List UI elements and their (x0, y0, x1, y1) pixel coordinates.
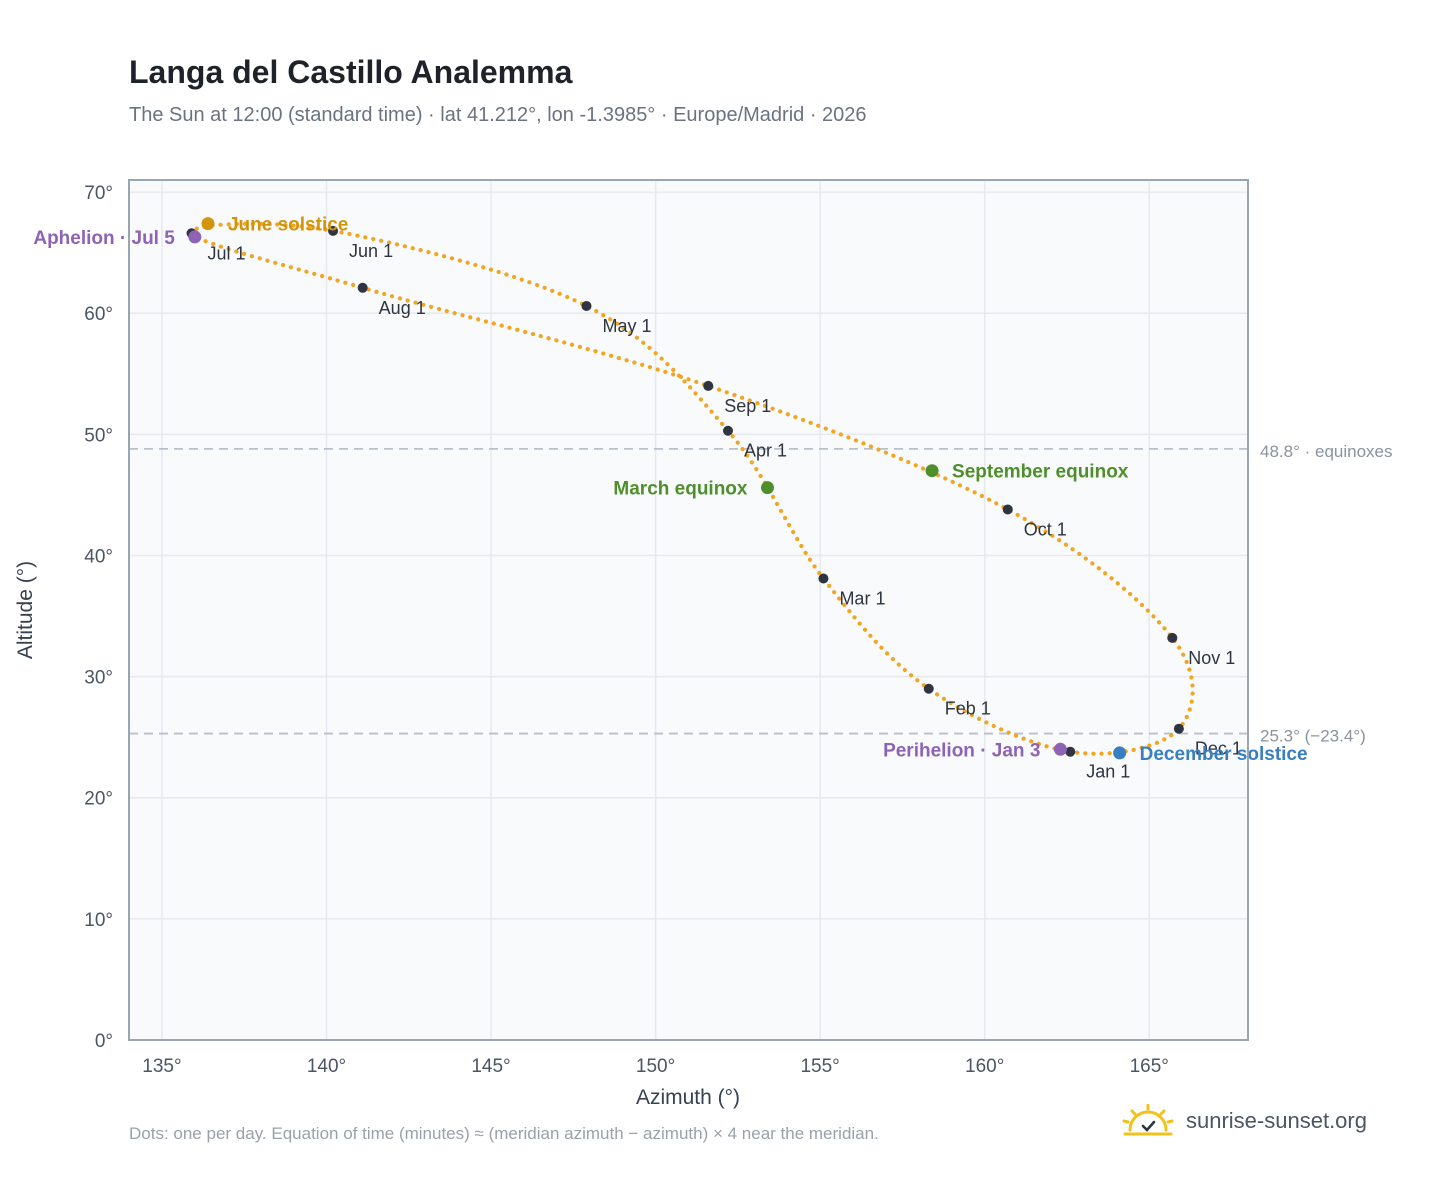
y-tick-label: 30° (84, 668, 113, 689)
chart-subtitle: The Sun at 12:00 (standard time) · lat 4… (129, 104, 867, 126)
event-label: September equinox (952, 462, 1129, 483)
x-tick-label: 140° (307, 1056, 346, 1077)
x-tick-label: 160° (965, 1056, 1004, 1077)
event-markers: June solstice December solstice March equi… (33, 215, 1307, 765)
month-dot (328, 225, 339, 236)
event-dot (1053, 742, 1067, 756)
chart-title: Langa del Castillo Analemma (129, 54, 573, 90)
month-dot (722, 425, 733, 436)
analemma-path (189, 221, 1195, 756)
month-dot (357, 282, 368, 293)
sun-check-icon (1122, 1104, 1174, 1136)
event-label: June solstice (228, 215, 348, 236)
footnote: Dots: one per day. Equation of time (min… (129, 1124, 879, 1143)
event-label: December solstice (1140, 744, 1308, 765)
month-label: Dec 1 (1195, 739, 1242, 759)
event-label: Perihelion · Jan 3 (883, 740, 1040, 761)
y-tick-label: 10° (84, 910, 113, 931)
y-tick-label: 20° (84, 789, 113, 810)
month-label: Jul 1 (208, 243, 246, 263)
month-label: Apr 1 (744, 441, 787, 461)
y-tick-label: 40° (84, 546, 113, 567)
x-axis-label: Azimuth (°) (636, 1086, 740, 1109)
event-dot (760, 481, 774, 495)
month-label: Sep 1 (724, 396, 771, 416)
event-dot (188, 230, 202, 244)
y-tick-label: 70° (84, 183, 113, 204)
y-tick-label: 0° (95, 1031, 113, 1052)
axis-ticks: 135° 140° 145° 150° 155° 160° 165° 0° 10° 20° 30° 4… (84, 183, 1169, 1077)
event-label: Aphelion · Jul 5 (33, 228, 175, 249)
month-label: May 1 (602, 316, 651, 336)
month-dot (1065, 746, 1076, 757)
reference-line-label: 25.3° (−23.4°) (1260, 727, 1366, 746)
month-dot (1002, 504, 1013, 515)
x-tick-label: 150° (636, 1056, 675, 1077)
reference-line-label: 48.8° · equinoxes (1260, 442, 1393, 461)
month-label: Mar 1 (839, 589, 885, 609)
month-label: Feb 1 (945, 699, 991, 719)
analemma-curve (189, 221, 1195, 756)
brand-text[interactable]: sunrise-sunset.org (1186, 1108, 1367, 1133)
y-tick-label: 60° (84, 304, 113, 325)
event-label: March equinox (613, 479, 748, 500)
x-tick-label: 135° (142, 1056, 181, 1077)
month-dot (1167, 632, 1178, 643)
month-label: Aug 1 (379, 298, 426, 318)
month-label: Oct 1 (1024, 519, 1067, 539)
y-tick-label: 50° (84, 425, 113, 446)
event-dot (201, 217, 215, 231)
month-dot (581, 300, 592, 311)
month-label: Jan 1 (1086, 762, 1130, 782)
month-dot (818, 573, 829, 584)
brand[interactable]: sunrise-sunset.org (1122, 1104, 1367, 1138)
month-dot (703, 380, 714, 391)
month-markers: Jan 1 Feb 1 Mar 1 Apr 1 May 1 Jun 1 Jul 1 Aug 1… (186, 225, 1242, 782)
plot-area (129, 180, 1248, 1040)
reference-lines: 48.8° · equinoxes 25.3° (−23.4°) (129, 442, 1393, 746)
plot-frame (128, 179, 1249, 1041)
event-dot (925, 464, 939, 478)
month-label: Nov 1 (1188, 648, 1235, 668)
event-dot (1113, 746, 1127, 760)
x-tick-label: 145° (471, 1056, 510, 1077)
month-dot (1173, 723, 1184, 734)
x-tick-label: 165° (1130, 1056, 1169, 1077)
x-tick-label: 155° (800, 1056, 839, 1077)
month-label: Jun 1 (349, 241, 393, 261)
month-dot (923, 683, 934, 694)
y-axis-label: Altitude (°) (14, 561, 37, 659)
